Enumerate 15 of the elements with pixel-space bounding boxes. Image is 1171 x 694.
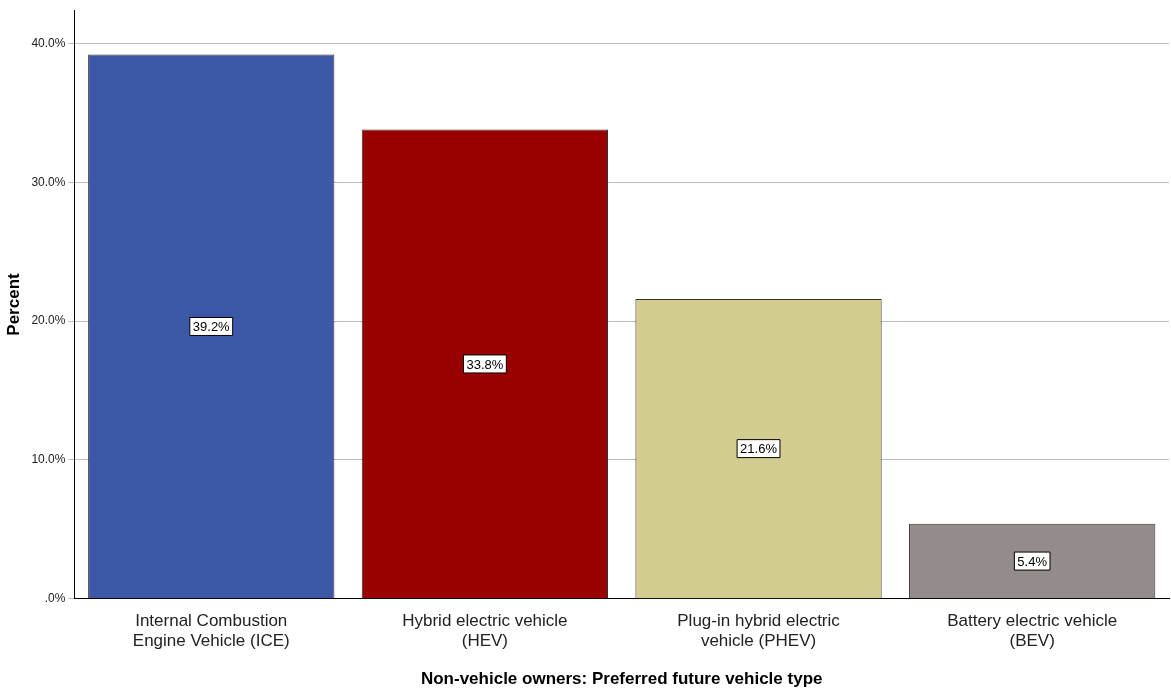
x-axis-title: Non-vehicle owners: Preferred future vehicle type [420,669,823,689]
x-tick-label: Plug-in hybrid electric vehicle (PHEV) [677,610,841,651]
x-tick-label: Internal Combustion Engine Vehicle (ICE) [132,610,290,651]
data-label: 39.2% [192,319,231,335]
data-label: 21.6% [740,441,778,457]
data-label: 33.8% [466,356,504,372]
y-axis-title: Percent [3,272,23,336]
y-tick-label: 20.0% [31,313,66,328]
y-tick-label: 30.0% [31,174,66,189]
x-tick-label: Battery electric vehicle (BEV) [947,610,1118,651]
y-tick-label: 40.0% [31,35,66,50]
y-tick-label: .0% [44,591,66,606]
y-tick-label: 10.0% [31,452,66,467]
x-tick-label: Hybrid electric vehicle (HEV) [402,610,568,651]
data-label: 5.4% [1017,553,1048,569]
